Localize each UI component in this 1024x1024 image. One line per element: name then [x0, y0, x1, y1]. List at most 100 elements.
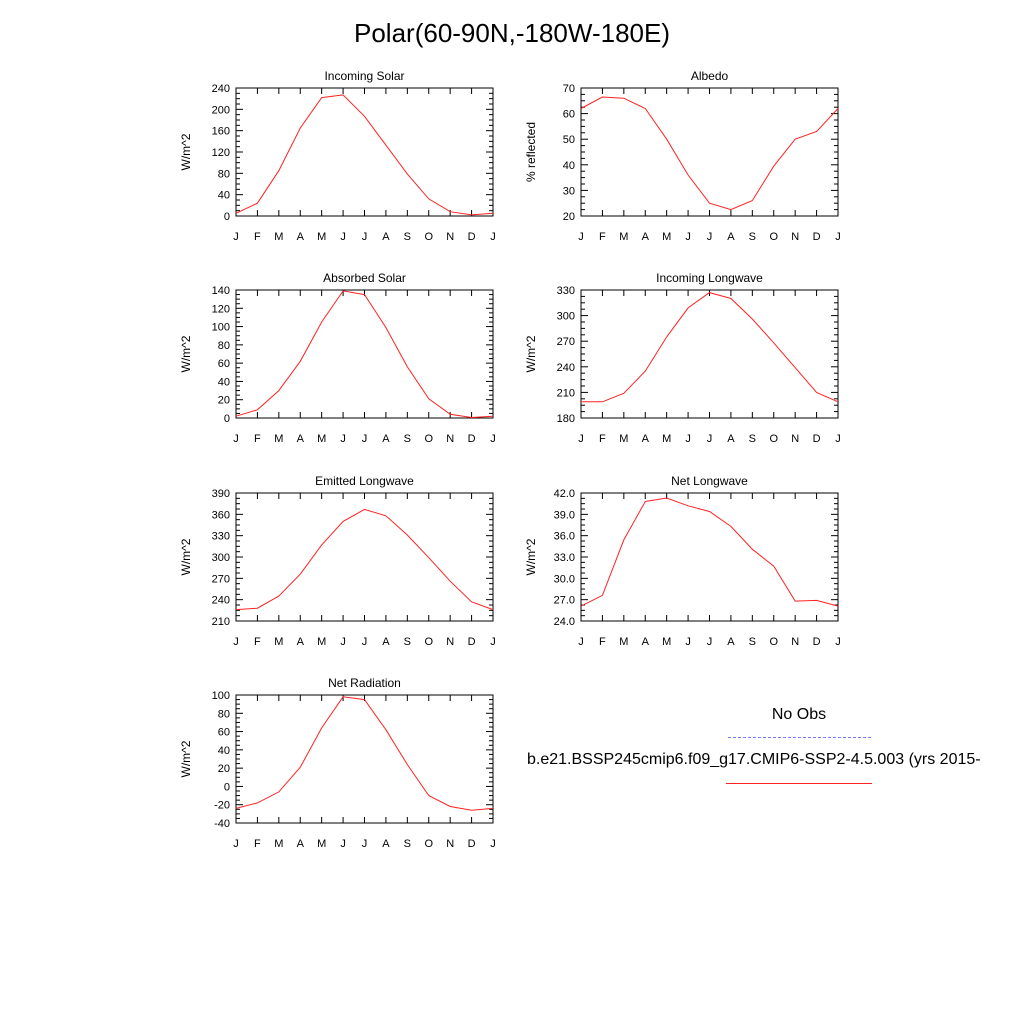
- plot-area: J F M A M J J A S O N D J020406080100120140Absorbed …: [179, 271, 496, 445]
- incoming-solar-ytick-label: 240: [212, 83, 230, 95]
- emitted-longwave-xtick-label: J: [233, 636, 239, 648]
- absorbed-solar-ytick-label: 140: [212, 285, 230, 297]
- net-longwave-xtick-label: A: [642, 636, 650, 648]
- plot-area: J F M A M J J A S O N D J180210240270300330Incoming …: [524, 271, 841, 445]
- incoming-solar-xtick-label: F: [254, 231, 261, 243]
- net-radiation-ytick-label: 20: [218, 763, 230, 775]
- chart-emitted-longwave: J F M A M J J A S O N D J210240270300330360390Emitte…: [179, 474, 496, 648]
- incoming-longwave-frame: [580, 289, 839, 419]
- emitted-longwave-title: Emitted Longwave: [315, 474, 414, 488]
- net-longwave-ytick-label: 27.0: [554, 595, 575, 607]
- albedo-title: Albedo: [691, 69, 729, 83]
- incoming-solar-ytick-label: 80: [218, 168, 230, 180]
- net-radiation-xtick-label: S: [404, 838, 411, 850]
- incoming-longwave-xtick-label: M: [619, 433, 628, 445]
- albedo-xtick-label: J: [707, 231, 713, 243]
- net-radiation-title: Net Radiation: [328, 676, 401, 690]
- net-longwave-ytick-label: 30.0: [554, 573, 575, 585]
- incoming-longwave-ytick-label: 210: [557, 387, 575, 399]
- emitted-longwave-ytick-label: 270: [212, 573, 230, 585]
- incoming-longwave-ytick-label: 330: [557, 285, 575, 297]
- albedo-ytick-label: 70: [563, 83, 575, 95]
- albedo-xtick-label: N: [791, 231, 799, 243]
- albedo-ylabel: % reflected: [524, 122, 538, 182]
- net-radiation-xtick-label: J: [233, 838, 239, 850]
- albedo-ytick-label: 60: [563, 109, 575, 121]
- net-radiation-series-line: [235, 696, 494, 811]
- incoming-solar-xtick-label: M: [317, 231, 326, 243]
- emitted-longwave-xtick-label: D: [468, 636, 476, 648]
- albedo-xtick-label: M: [662, 231, 671, 243]
- net-longwave-title: Net Longwave: [671, 474, 748, 488]
- net-radiation-xtick-label: O: [424, 838, 433, 850]
- emitted-longwave-ytick-label: 330: [212, 531, 230, 543]
- incoming-longwave-ytick-label: 180: [557, 413, 575, 425]
- albedo-xtick-label: S: [749, 231, 756, 243]
- emitted-longwave-frame: [235, 492, 494, 622]
- incoming-solar-xtick-label: N: [446, 231, 454, 243]
- emitted-longwave-ytick-label: 300: [212, 552, 230, 564]
- absorbed-solar-ytick-label: 80: [218, 340, 230, 352]
- net-radiation-ytick-label: 80: [218, 708, 230, 720]
- legend-model-swatch: [726, 783, 872, 784]
- emitted-longwave-ytick-label: 240: [212, 595, 230, 607]
- incoming-solar-xtick-label: J: [490, 231, 496, 243]
- net-longwave-ytick-label: 36.0: [554, 531, 575, 543]
- emitted-longwave-xtick-label: M: [317, 636, 326, 648]
- absorbed-solar-xtick-label: F: [254, 433, 261, 445]
- albedo-xtick-label: J: [835, 231, 841, 243]
- net-longwave-xtick-label: F: [599, 636, 606, 648]
- albedo-ytick-label: 20: [563, 211, 575, 223]
- net-longwave-xtick-label: N: [791, 636, 799, 648]
- absorbed-solar-xtick-label: O: [424, 433, 433, 445]
- net-longwave-xtick-label: J: [685, 636, 691, 648]
- emitted-longwave-ytick-label: 390: [212, 488, 230, 500]
- chart-absorbed-solar: J F M A M J J A S O N D J020406080100120140Absorbed …: [179, 271, 496, 445]
- net-longwave-ytick-label: 33.0: [554, 552, 575, 564]
- net-longwave-xtick-label: O: [769, 636, 778, 648]
- absorbed-solar-xtick-label: J: [233, 433, 239, 445]
- incoming-solar-xtick-label: J: [362, 231, 368, 243]
- legend-obs-label: No Obs: [771, 706, 827, 723]
- absorbed-solar-xtick-label: A: [382, 433, 390, 445]
- incoming-longwave-xtick-label: J: [685, 433, 691, 445]
- albedo-xtick-label: A: [727, 231, 735, 243]
- absorbed-solar-xtick-label: D: [468, 433, 476, 445]
- absorbed-solar-ylabel: W/m^2: [179, 335, 193, 372]
- emitted-longwave-xtick-label: A: [382, 636, 390, 648]
- emitted-longwave-ytick-label: 360: [212, 509, 230, 521]
- net-longwave-xtick-label: A: [727, 636, 735, 648]
- incoming-longwave-xtick-label: N: [791, 433, 799, 445]
- incoming-longwave-ytick-label: 240: [557, 362, 575, 374]
- incoming-longwave-title: Incoming Longwave: [656, 271, 763, 285]
- incoming-solar-xtick-label: S: [404, 231, 411, 243]
- net-radiation-xtick-label: N: [446, 838, 454, 850]
- net-longwave-xtick-label: D: [813, 636, 821, 648]
- incoming-solar-xtick-label: O: [424, 231, 433, 243]
- net-longwave-xtick-label: J: [835, 636, 841, 648]
- emitted-longwave-xtick-label: O: [424, 636, 433, 648]
- net-longwave-ytick-label: 39.0: [554, 509, 575, 521]
- incoming-longwave-ylabel: W/m^2: [524, 335, 538, 372]
- net-radiation-frame: [235, 694, 494, 824]
- absorbed-solar-frame: [235, 289, 494, 419]
- net-longwave-xtick-label: M: [619, 636, 628, 648]
- incoming-solar-ytick-label: 160: [212, 126, 230, 138]
- chart-net-longwave: J F M A M J J A S O N D J24.027.030.033.036.039.042.…: [524, 474, 841, 648]
- net-radiation-xtick-label: M: [274, 838, 283, 850]
- incoming-solar-ytick-label: 40: [218, 190, 230, 202]
- net-radiation-xtick-label: D: [468, 838, 476, 850]
- absorbed-solar-ytick-label: 20: [218, 395, 230, 407]
- net-radiation-xtick-label: J: [362, 838, 368, 850]
- absorbed-solar-ytick-label: 100: [212, 322, 230, 334]
- absorbed-solar-xtick-label: S: [404, 433, 411, 445]
- incoming-solar-ytick-label: 0: [224, 211, 230, 223]
- albedo-xtick-label: J: [685, 231, 691, 243]
- emitted-longwave-ytick-label: 210: [212, 616, 230, 628]
- net-longwave-frame: [580, 492, 839, 622]
- net-radiation-xtick-label: A: [382, 838, 390, 850]
- albedo-frame: [580, 87, 839, 217]
